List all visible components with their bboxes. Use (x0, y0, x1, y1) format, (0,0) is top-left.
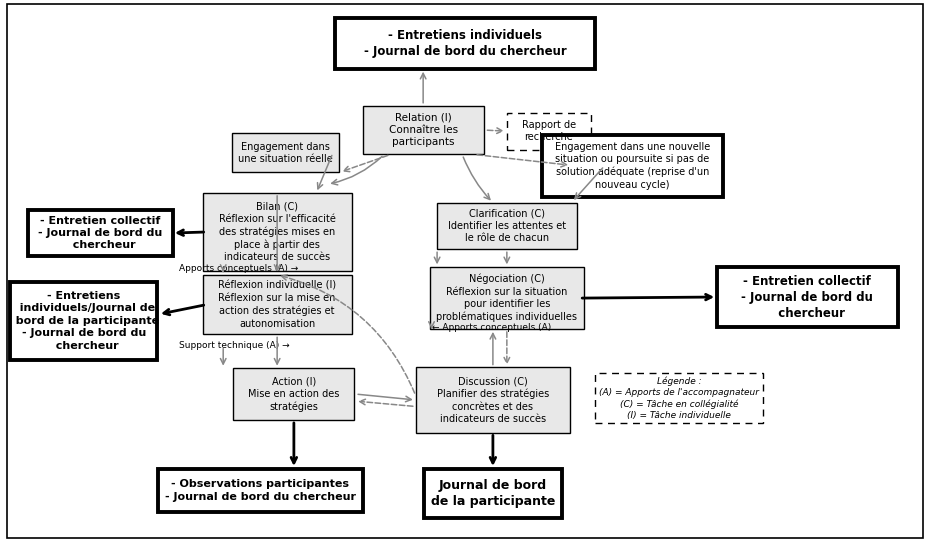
FancyBboxPatch shape (232, 133, 339, 172)
Text: Légende :
(A) = Apports de l'accompagnateur
(C) = Tâche en collégialité
(I) = Tâ: Légende : (A) = Apports de l'accompagnat… (599, 377, 759, 420)
Text: Bilan (C)
Réflexion sur l'efficacité
des stratégies mises en
place à partir des
: Bilan (C) Réflexion sur l'efficacité des… (219, 202, 336, 262)
FancyBboxPatch shape (203, 275, 352, 334)
FancyBboxPatch shape (716, 267, 897, 327)
FancyBboxPatch shape (335, 18, 595, 69)
FancyBboxPatch shape (28, 210, 172, 256)
Text: - Entretiens individuels
- Journal de bord du chercheur: - Entretiens individuels - Journal de bo… (364, 29, 566, 58)
FancyBboxPatch shape (233, 369, 354, 420)
Text: - Entretien collectif
- Journal de bord du
  chercheur: - Entretien collectif - Journal de bord … (38, 216, 163, 250)
FancyBboxPatch shape (437, 203, 577, 249)
Text: - Observations participantes
- Journal de bord du chercheur: - Observations participantes - Journal d… (165, 479, 356, 502)
Text: Discussion (C)
Planifier des stratégies
concrètes et des
indicateurs de succès: Discussion (C) Planifier des stratégies … (437, 376, 549, 424)
FancyBboxPatch shape (595, 373, 763, 423)
FancyBboxPatch shape (203, 193, 352, 272)
Text: Action (I)
Mise en action des
stratégies: Action (I) Mise en action des stratégies (248, 376, 339, 412)
FancyBboxPatch shape (541, 135, 724, 197)
Text: Journal de bord
de la participante: Journal de bord de la participante (431, 479, 555, 508)
FancyBboxPatch shape (158, 469, 363, 512)
Text: Relation (I)
Connaître les
participants: Relation (I) Connaître les participants (389, 113, 458, 147)
FancyBboxPatch shape (10, 282, 157, 360)
Text: Support technique (A) →: Support technique (A) → (179, 341, 290, 350)
Text: Engagement dans une nouvelle
situation ou poursuite si pas de
solution adéquate : Engagement dans une nouvelle situation o… (555, 142, 710, 190)
FancyBboxPatch shape (417, 367, 569, 433)
Text: Réflexion individuelle (I)
Réflexion sur la mise en
action des stratégies et
aut: Réflexion individuelle (I) Réflexion sur… (218, 281, 337, 328)
Text: Clarification (C)
Identifier les attentes et
le rôle de chacun: Clarification (C) Identifier les attente… (447, 209, 566, 243)
Text: - Entretien collectif
- Journal de bord du
  chercheur: - Entretien collectif - Journal de bord … (741, 274, 873, 320)
FancyBboxPatch shape (507, 113, 591, 150)
Text: Engagement dans
une situation réelle: Engagement dans une situation réelle (238, 141, 333, 164)
Text: Rapport de
recherche: Rapport de recherche (522, 120, 576, 143)
Text: Apports conceptuels (A) →: Apports conceptuels (A) → (179, 264, 299, 273)
FancyBboxPatch shape (430, 267, 584, 329)
Text: ← Apports conceptuels (A): ← Apports conceptuels (A) (432, 324, 551, 332)
FancyBboxPatch shape (424, 469, 562, 518)
Text: Négociation (C)
Réflexion sur la situation
pour identifier les
problématiques in: Négociation (C) Réflexion sur la situati… (436, 274, 578, 322)
Text: - Entretiens
  individuels/Journal de
  bord de la participante
- Journal de bor: - Entretiens individuels/Journal de bord… (8, 291, 159, 351)
FancyBboxPatch shape (363, 106, 484, 154)
